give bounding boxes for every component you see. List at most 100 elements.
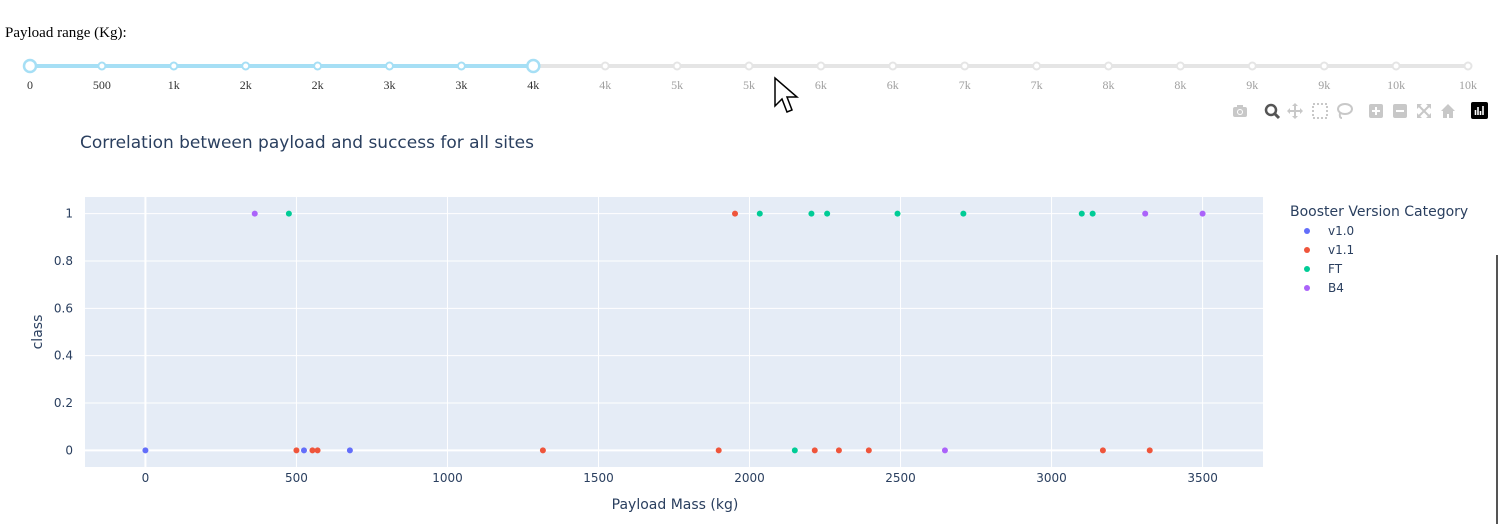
slider-dot[interactable]: [169, 61, 179, 71]
slider-tick-label: 10k: [1387, 78, 1405, 92]
data-point[interactable]: [824, 210, 831, 217]
data-point[interactable]: [732, 210, 739, 217]
x-tick-label: 3500: [1187, 471, 1218, 485]
data-point[interactable]: [1146, 447, 1153, 454]
data-point[interactable]: [346, 447, 353, 454]
slider-label: Payload range (Kg):: [5, 25, 127, 41]
y-tick-label: 0.4: [54, 349, 73, 363]
lasso-select-icon[interactable]: [1337, 103, 1353, 119]
slider-tick-label: 1k: [168, 78, 180, 92]
slider-dot[interactable]: [744, 61, 754, 71]
slider-dot[interactable]: [1032, 61, 1042, 71]
slider-dot[interactable]: [888, 61, 898, 71]
slider-dot[interactable]: [1175, 61, 1185, 71]
x-tick-label: 3000: [1036, 471, 1067, 485]
data-point[interactable]: [1089, 210, 1096, 217]
data-point[interactable]: [1142, 210, 1149, 217]
data-point[interactable]: [251, 210, 258, 217]
data-point[interactable]: [894, 210, 901, 217]
data-point[interactable]: [791, 447, 798, 454]
data-point[interactable]: [300, 447, 307, 454]
slider-dot[interactable]: [816, 61, 826, 71]
data-point[interactable]: [960, 210, 967, 217]
y-tick-label: 0.6: [54, 301, 73, 315]
slider-tick-label: 2k: [240, 78, 252, 92]
data-point[interactable]: [715, 447, 722, 454]
legend-marker[interactable]: [1304, 285, 1310, 291]
plot-area[interactable]: [85, 197, 1263, 467]
zoom-in-icon[interactable]: [1369, 104, 1383, 118]
data-point[interactable]: [314, 447, 321, 454]
slider-tick-label: 4k: [599, 78, 611, 92]
data-point[interactable]: [1099, 447, 1106, 454]
data-point[interactable]: [309, 447, 316, 454]
data-point[interactable]: [539, 447, 546, 454]
data-point[interactable]: [865, 447, 872, 454]
legend-item-label[interactable]: v1.0: [1328, 224, 1354, 238]
data-point[interactable]: [808, 210, 815, 217]
mouse-cursor-icon: [774, 76, 800, 113]
legend-marker[interactable]: [1304, 228, 1310, 234]
slider-dot[interactable]: [1319, 61, 1329, 71]
legend-item-label[interactable]: v1.1: [1328, 243, 1354, 257]
plotly-logo-icon[interactable]: [1471, 102, 1488, 119]
slider-tick-label: 3k: [384, 78, 396, 92]
slider-dot[interactable]: [456, 61, 466, 71]
slider-dot[interactable]: [672, 61, 682, 71]
slider-tick-label: 2k: [312, 78, 324, 92]
legend-item-label[interactable]: B4: [1328, 281, 1344, 295]
data-point[interactable]: [1199, 210, 1206, 217]
slider-tick-label: 5k: [671, 78, 683, 92]
data-point[interactable]: [285, 210, 292, 217]
slider-handle-min[interactable]: [22, 58, 38, 74]
slider-tick-label: 500: [93, 78, 111, 92]
pan-icon[interactable]: [1287, 103, 1303, 119]
data-point[interactable]: [756, 210, 763, 217]
data-point[interactable]: [835, 447, 842, 454]
legend-item-label[interactable]: FT: [1328, 262, 1343, 276]
slider-handle-max[interactable]: [526, 58, 541, 74]
slider-tick-label: 5k: [743, 78, 755, 92]
zoom-out-icon[interactable]: [1393, 104, 1407, 118]
y-tick-label: 0.8: [54, 254, 73, 268]
camera-icon[interactable]: [1233, 105, 1247, 117]
x-tick-label: 1000: [432, 471, 463, 485]
y-tick-label: 0: [65, 443, 73, 457]
slider-tick-label: 3k: [455, 78, 467, 92]
slider-dot[interactable]: [1463, 61, 1473, 71]
slider-tick-label: 9k: [1246, 78, 1258, 92]
box-select-icon[interactable]: [1312, 103, 1328, 119]
zoom-icon[interactable]: [1264, 103, 1281, 120]
data-point[interactable]: [142, 447, 149, 454]
slider-dot[interactable]: [1104, 61, 1113, 71]
x-tick-label: 500: [285, 471, 308, 485]
legend-title: Booster Version Category: [1290, 204, 1468, 220]
payload-range-slider[interactable]: 0 500 1k 2k 2k 3k 3k 4k 4k 5k 5k 6k 6k 7k 7k 8k 8k 9k 9k 10…: [0, 50, 1499, 95]
data-point[interactable]: [293, 447, 300, 454]
slider-tick-label: 10k: [1459, 78, 1477, 92]
autoscale-icon[interactable]: [1417, 104, 1431, 118]
slider-dot[interactable]: [313, 61, 323, 71]
reset-axes-icon[interactable]: [1441, 104, 1455, 118]
x-axis-label: Payload Mass (kg): [612, 497, 739, 513]
data-point[interactable]: [811, 447, 818, 454]
slider-dot[interactable]: [241, 61, 251, 71]
slider-tick-label: 6k: [815, 78, 827, 92]
slider-dot[interactable]: [1391, 61, 1401, 71]
x-tick-label: 2500: [885, 471, 916, 485]
modebar: [1225, 100, 1495, 122]
slider-dot[interactable]: [97, 61, 107, 71]
data-point[interactable]: [1078, 210, 1085, 217]
legend-marker[interactable]: [1304, 247, 1310, 253]
slider-tick-label: 9k: [1318, 78, 1330, 92]
slider-dot[interactable]: [1247, 61, 1257, 71]
chart-title: Correlation between payload and success …: [80, 133, 534, 153]
slider-dot[interactable]: [385, 61, 394, 71]
slider-tick-label: 7k: [1031, 78, 1043, 92]
slider-dot[interactable]: [600, 61, 610, 71]
legend-marker[interactable]: [1304, 266, 1310, 272]
y-tick-label: 0.2: [54, 396, 73, 410]
data-point[interactable]: [941, 447, 948, 454]
slider-dot[interactable]: [960, 61, 970, 71]
